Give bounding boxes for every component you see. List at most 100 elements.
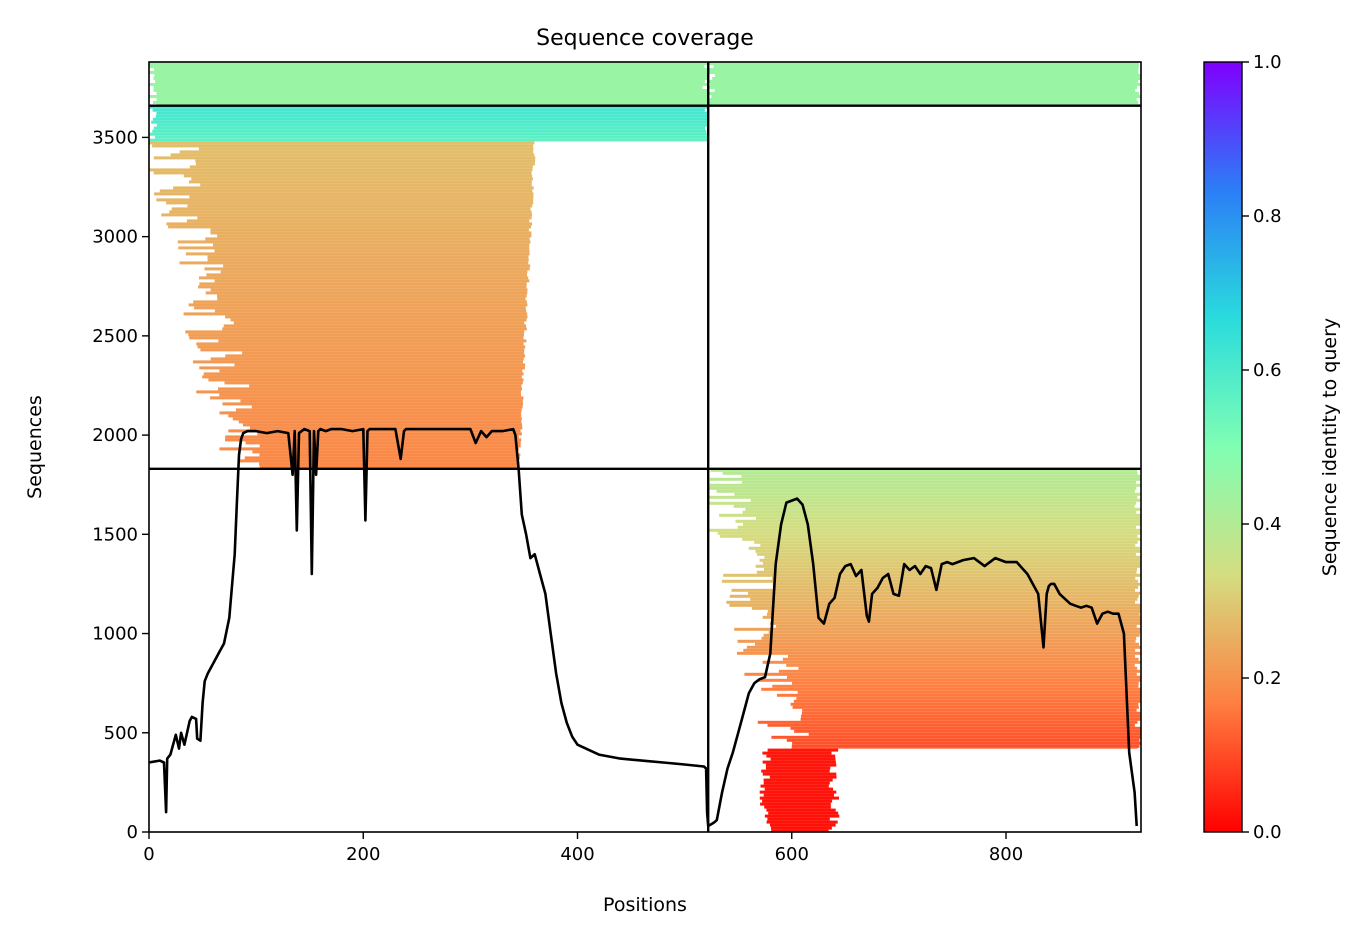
coverage-strip bbox=[762, 772, 837, 776]
coverage-strip bbox=[743, 648, 1136, 652]
coverage-strip bbox=[198, 285, 527, 289]
coverage-strip bbox=[793, 699, 1141, 703]
coverage-strip bbox=[195, 159, 536, 163]
coverage-strip bbox=[240, 399, 523, 403]
coverage-strip bbox=[202, 375, 522, 379]
colorbar bbox=[1203, 61, 1243, 833]
coverage-strip bbox=[206, 273, 527, 277]
coverage-strip bbox=[154, 74, 709, 77]
coverage-strip bbox=[756, 570, 1137, 574]
coverage-strip bbox=[234, 363, 526, 367]
coverage-strip bbox=[770, 621, 1141, 625]
coverage-strip bbox=[801, 714, 1141, 718]
coverage-strip bbox=[755, 642, 1139, 646]
coverage-strip bbox=[259, 462, 520, 466]
coverage-strip bbox=[170, 153, 535, 157]
coverage-strip bbox=[782, 657, 1139, 661]
coverage-strip bbox=[750, 498, 1141, 502]
coverage-strip bbox=[187, 204, 533, 208]
coverage-strip bbox=[244, 456, 520, 460]
coverage-strip bbox=[149, 138, 709, 142]
coverage-strip bbox=[764, 787, 833, 791]
coverage-strip bbox=[251, 405, 523, 409]
coverage-strip bbox=[757, 720, 1138, 724]
coverage-strip bbox=[219, 411, 522, 415]
coverage-strip bbox=[217, 234, 532, 238]
coverage-strip bbox=[200, 183, 532, 187]
coverage-strip bbox=[755, 549, 1141, 553]
coverage-strip bbox=[708, 68, 1139, 71]
coverage-strip bbox=[766, 754, 836, 758]
coverage-strip bbox=[210, 396, 524, 400]
coverage-strip bbox=[149, 71, 709, 74]
x-axis-ticks: 0 200 400 600 800 bbox=[143, 832, 1023, 865]
coverage-strip bbox=[171, 207, 531, 211]
coverage-strip bbox=[210, 231, 532, 235]
coverage-strip bbox=[154, 192, 534, 196]
coverage-strip bbox=[155, 80, 705, 83]
coverage-strip bbox=[188, 303, 528, 307]
coverage-strip bbox=[183, 174, 533, 178]
coverage-strip bbox=[259, 465, 518, 469]
coverage-strip bbox=[742, 537, 1141, 541]
coverage-strip bbox=[153, 89, 708, 92]
coverage-strip bbox=[772, 618, 1141, 622]
coverage-strip bbox=[219, 393, 522, 397]
coverage-strip bbox=[203, 372, 524, 376]
coverage-strip bbox=[767, 723, 1135, 727]
coverage-strip bbox=[259, 444, 521, 448]
coverage-strip bbox=[236, 408, 522, 412]
coverage-line bbox=[149, 427, 1138, 828]
coverage-strip bbox=[734, 627, 1141, 631]
coverage-strip bbox=[770, 757, 836, 761]
coverage-strip bbox=[225, 354, 526, 358]
coverage-strip bbox=[794, 729, 1141, 733]
y-tick-label: 2500 bbox=[92, 326, 138, 347]
coverage-strip bbox=[149, 95, 709, 98]
coverage-strip bbox=[772, 582, 1141, 586]
coverage-strip bbox=[257, 432, 522, 436]
coverage-strip bbox=[168, 225, 532, 229]
coverage-strip bbox=[709, 477, 1141, 481]
coverage-strip bbox=[708, 486, 1137, 490]
coverage-strip bbox=[178, 246, 530, 250]
coverage-strip bbox=[774, 585, 1139, 589]
coverage-strip bbox=[708, 71, 1139, 74]
coverage-strip bbox=[214, 279, 530, 283]
coverage-strip bbox=[218, 339, 527, 343]
coverage-strip bbox=[710, 468, 1137, 472]
coverage-strip bbox=[156, 123, 707, 127]
coverage-strip bbox=[802, 708, 1137, 712]
coverage-strip bbox=[761, 636, 1137, 640]
coverage-strip bbox=[199, 366, 526, 370]
coverage-strip bbox=[734, 492, 1141, 496]
coverage-strip bbox=[750, 597, 1138, 601]
coverage-strip bbox=[709, 98, 1137, 101]
coverage-strip bbox=[240, 459, 519, 463]
colorbar-tick-label: 0.6 bbox=[1253, 360, 1282, 381]
coverage-strip bbox=[744, 672, 1137, 676]
coverage-strip bbox=[763, 781, 830, 785]
coverage-strip bbox=[791, 747, 1138, 749]
coverage-strip bbox=[729, 594, 1139, 598]
coverage-strip bbox=[762, 760, 836, 764]
coverage-strip bbox=[159, 189, 533, 193]
coverage-strip bbox=[179, 261, 529, 265]
coverage-strip bbox=[716, 489, 1135, 493]
coverage-strip bbox=[729, 603, 1141, 607]
coverage-strip bbox=[217, 297, 526, 301]
coverage-strip bbox=[748, 591, 1141, 595]
coverage-strip bbox=[210, 357, 524, 361]
y-axis-ticks: 0 500 1000 1500 2000 2500 3000 3500 bbox=[92, 127, 149, 843]
coverage-strip bbox=[183, 312, 528, 316]
coverage-strip bbox=[210, 228, 529, 232]
coverage-strip bbox=[709, 483, 1141, 487]
coverage-strip bbox=[259, 453, 521, 457]
coverage-strip bbox=[169, 210, 532, 214]
coverage-strip bbox=[771, 735, 1141, 739]
coverage-strip bbox=[726, 600, 1136, 604]
x-tick-label: 0 bbox=[143, 844, 154, 865]
coverage-strip bbox=[764, 814, 840, 818]
coverage-strip bbox=[711, 95, 1141, 98]
